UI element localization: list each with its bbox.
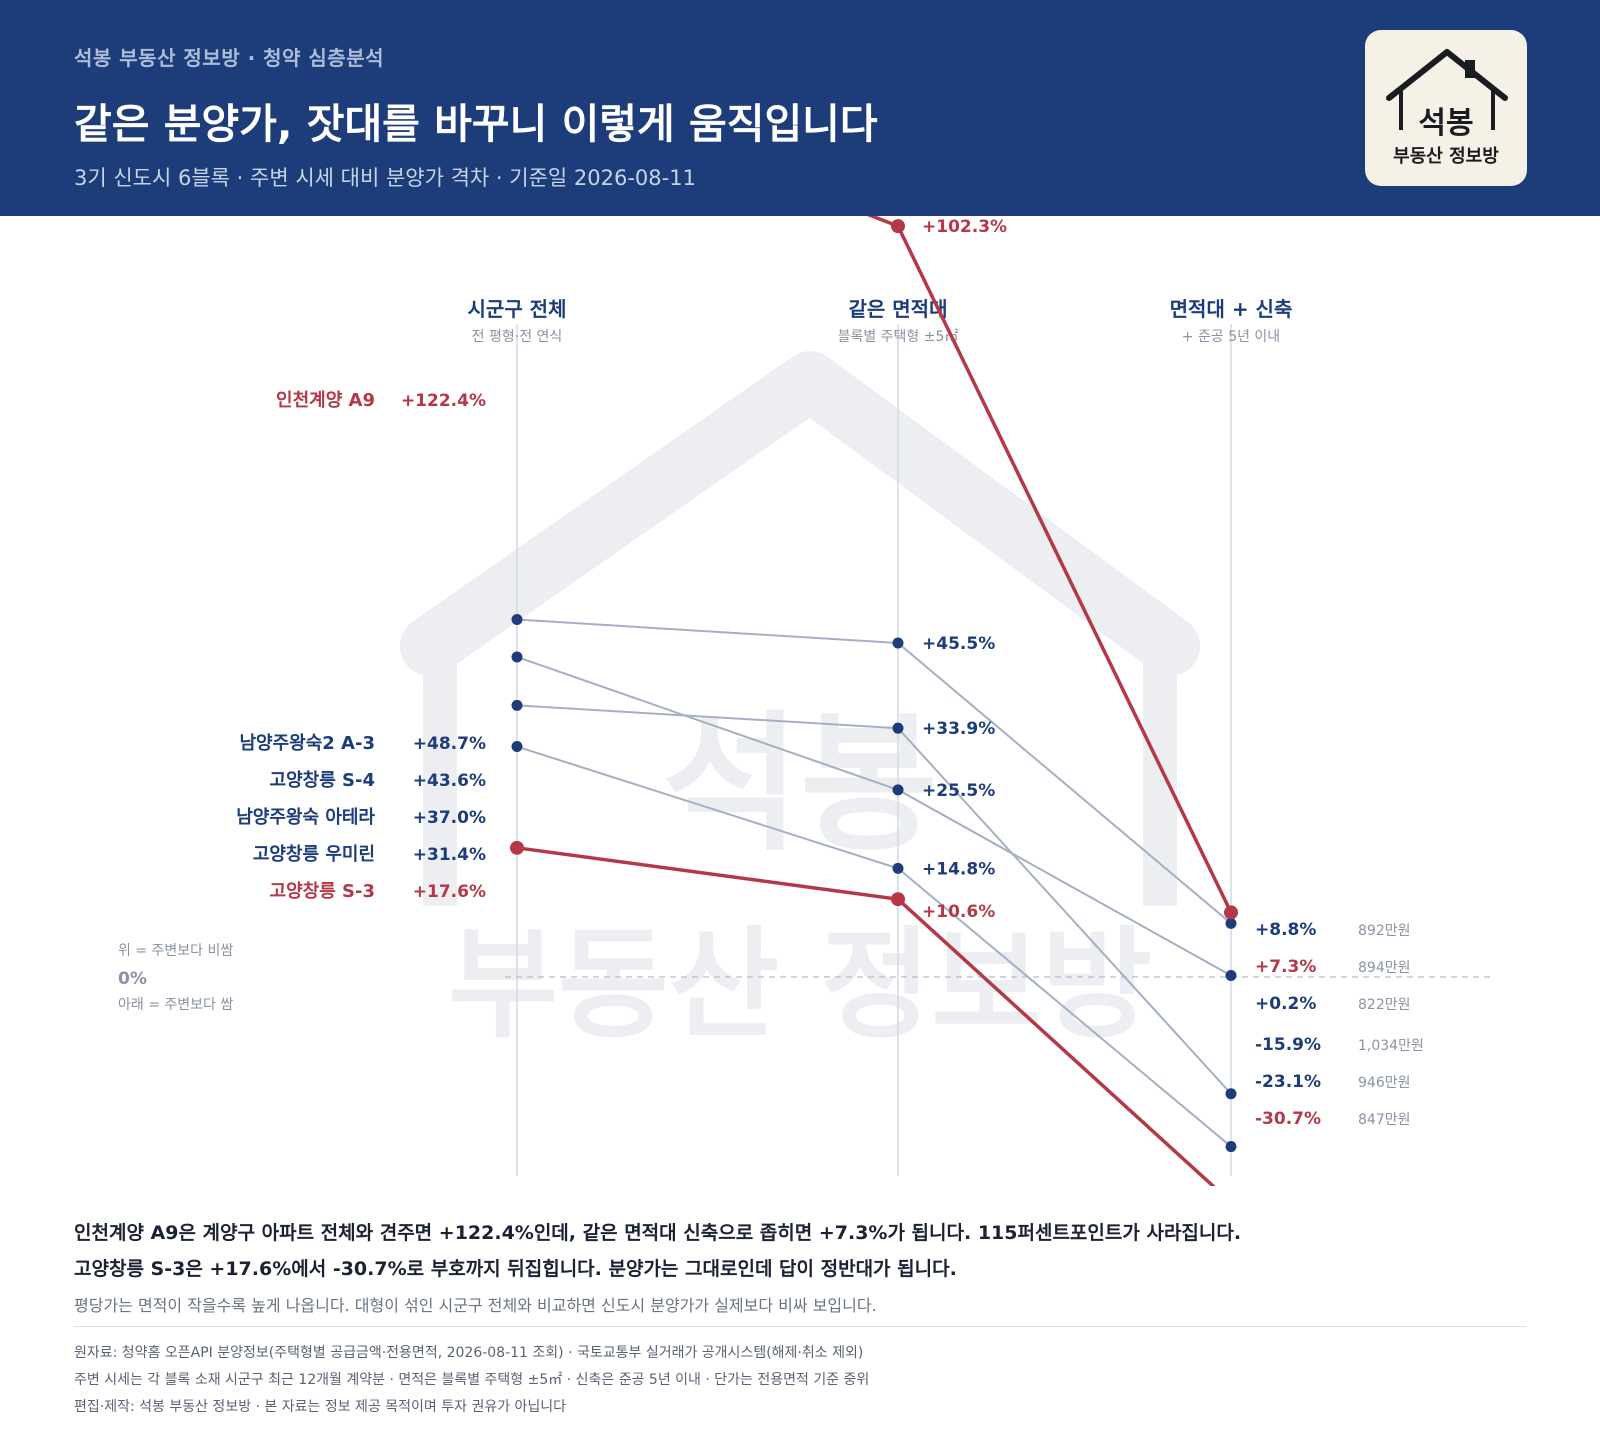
page-subtitle: 3기 신도시 6블록 · 주변 시세 대비 분양가 격차 · 기준일 2026-…	[74, 166, 696, 190]
data-point	[1225, 970, 1237, 982]
column-title: 같은 면적대	[849, 297, 948, 321]
value-label-col2: +10.6%	[922, 902, 995, 922]
series-name: 남양주왕숙2 A-3	[239, 733, 375, 754]
price-label: 946만원	[1358, 1075, 1410, 1091]
value-label-col3: +8.8%	[1255, 920, 1316, 940]
column-subtitle: 블록별 주택형 ±5㎡	[838, 329, 959, 345]
value-label-col2: +25.5%	[922, 781, 995, 801]
zero-label: 0%	[118, 969, 147, 989]
price-label: 892만원	[1358, 923, 1410, 939]
summary-line-2: 고양창릉 S-3은 +17.6%에서 -30.7%로 부호까지 뒤집힙니다. 분…	[74, 1258, 957, 1280]
watermark-roof	[400, 351, 1200, 676]
watermark-text-sub: 부동산 정보방	[448, 916, 1152, 1055]
footer-method: 주변 시세는 각 블록 소재 시군구 최근 12개월 계약분 · 면적은 블록별…	[74, 1372, 870, 1388]
series-name: 인천계양 A9	[276, 390, 375, 411]
data-point	[1224, 905, 1238, 920]
footer-source: 원자료: 청약홈 오픈API 분양정보(주택형별 공급금액·전용면적, 2026…	[74, 1345, 864, 1361]
data-point	[892, 722, 904, 734]
divider	[74, 1326, 1526, 1327]
value-label-col3: -15.9%	[1255, 1035, 1321, 1055]
data-point	[1225, 917, 1237, 929]
value-label-col2: +14.8%	[922, 859, 995, 879]
zero-note-below: 아래 = 주변보다 쌈	[118, 997, 233, 1013]
data-point	[892, 862, 904, 874]
data-point	[1225, 1088, 1237, 1100]
data-point	[511, 614, 523, 626]
page-title: 같은 분양가, 잣대를 바꾸니 이렇게 움직입니다	[74, 100, 878, 148]
data-point	[892, 784, 904, 796]
value-label-col1: +31.4%	[413, 845, 486, 865]
column-subtitle: + 준공 5년 이내	[1182, 329, 1280, 345]
data-point	[1225, 1141, 1237, 1153]
data-point	[891, 892, 905, 907]
value-label-col2: +45.5%	[922, 634, 995, 654]
value-label-col2: +102.3%	[922, 217, 1007, 237]
column-title: 시군구 전체	[468, 297, 567, 321]
data-point	[511, 699, 523, 711]
data-point	[511, 741, 523, 753]
price-label: 1,034만원	[1358, 1038, 1424, 1054]
price-label: 847만원	[1358, 1112, 1410, 1128]
house-roof-icon	[1386, 49, 1508, 130]
value-label-col1: +43.6%	[413, 771, 486, 791]
value-label-col1: +48.7%	[413, 734, 486, 754]
header: 석봉 부동산 정보방 · 청약 심층분석 같은 분양가, 잣대를 바꾸니 이렇게…	[0, 0, 1600, 216]
data-point	[511, 651, 523, 663]
footer-credit: 편집·제작: 석봉 부동산 정보방 · 본 자료는 정보 제공 목적이며 투자 …	[74, 1399, 567, 1415]
value-label-col1: +122.4%	[401, 391, 486, 411]
logo-main-text: 석봉	[1418, 106, 1474, 141]
data-point	[892, 637, 904, 649]
value-label-col3: +7.3%	[1255, 957, 1316, 977]
value-label-col1: +17.6%	[413, 882, 486, 902]
summary-line-1: 인천계양 A9은 계양구 아파트 전체와 견주면 +122.4%인데, 같은 면…	[74, 1222, 1242, 1244]
series-name: 고양창릉 S-3	[270, 881, 375, 902]
kicker: 석봉 부동산 정보방 · 청약 심층분석	[74, 46, 385, 70]
value-label-col3: -30.7%	[1255, 1109, 1321, 1129]
logo: 석봉 부동산 정보방	[1365, 30, 1527, 186]
value-label-col1: +37.0%	[413, 808, 486, 828]
series-name: 남양주왕숙 아테라	[236, 807, 375, 828]
column-subtitle: 전 평형·전 연식	[472, 329, 563, 345]
column-title: 면적대 + 신축	[1170, 297, 1293, 321]
series-name: 고양창릉 우미린	[253, 844, 375, 865]
value-label-col3: -23.1%	[1255, 1072, 1321, 1092]
series-name: 고양창릉 S-4	[270, 770, 375, 791]
data-point	[510, 840, 524, 855]
value-label-col3: +0.2%	[1255, 994, 1316, 1014]
summary-line-3: 평당가는 면적이 작을수록 높게 나옵니다. 대형이 섞인 시군구 전체와 비교…	[74, 1296, 877, 1315]
price-label: 822만원	[1358, 997, 1410, 1013]
price-label: 894만원	[1358, 960, 1410, 976]
logo-sub-text: 부동산 정보방	[1393, 146, 1499, 167]
zero-note-above: 위 = 주변보다 비쌈	[118, 943, 233, 959]
value-label-col2: +33.9%	[922, 719, 995, 739]
data-point	[891, 219, 905, 234]
